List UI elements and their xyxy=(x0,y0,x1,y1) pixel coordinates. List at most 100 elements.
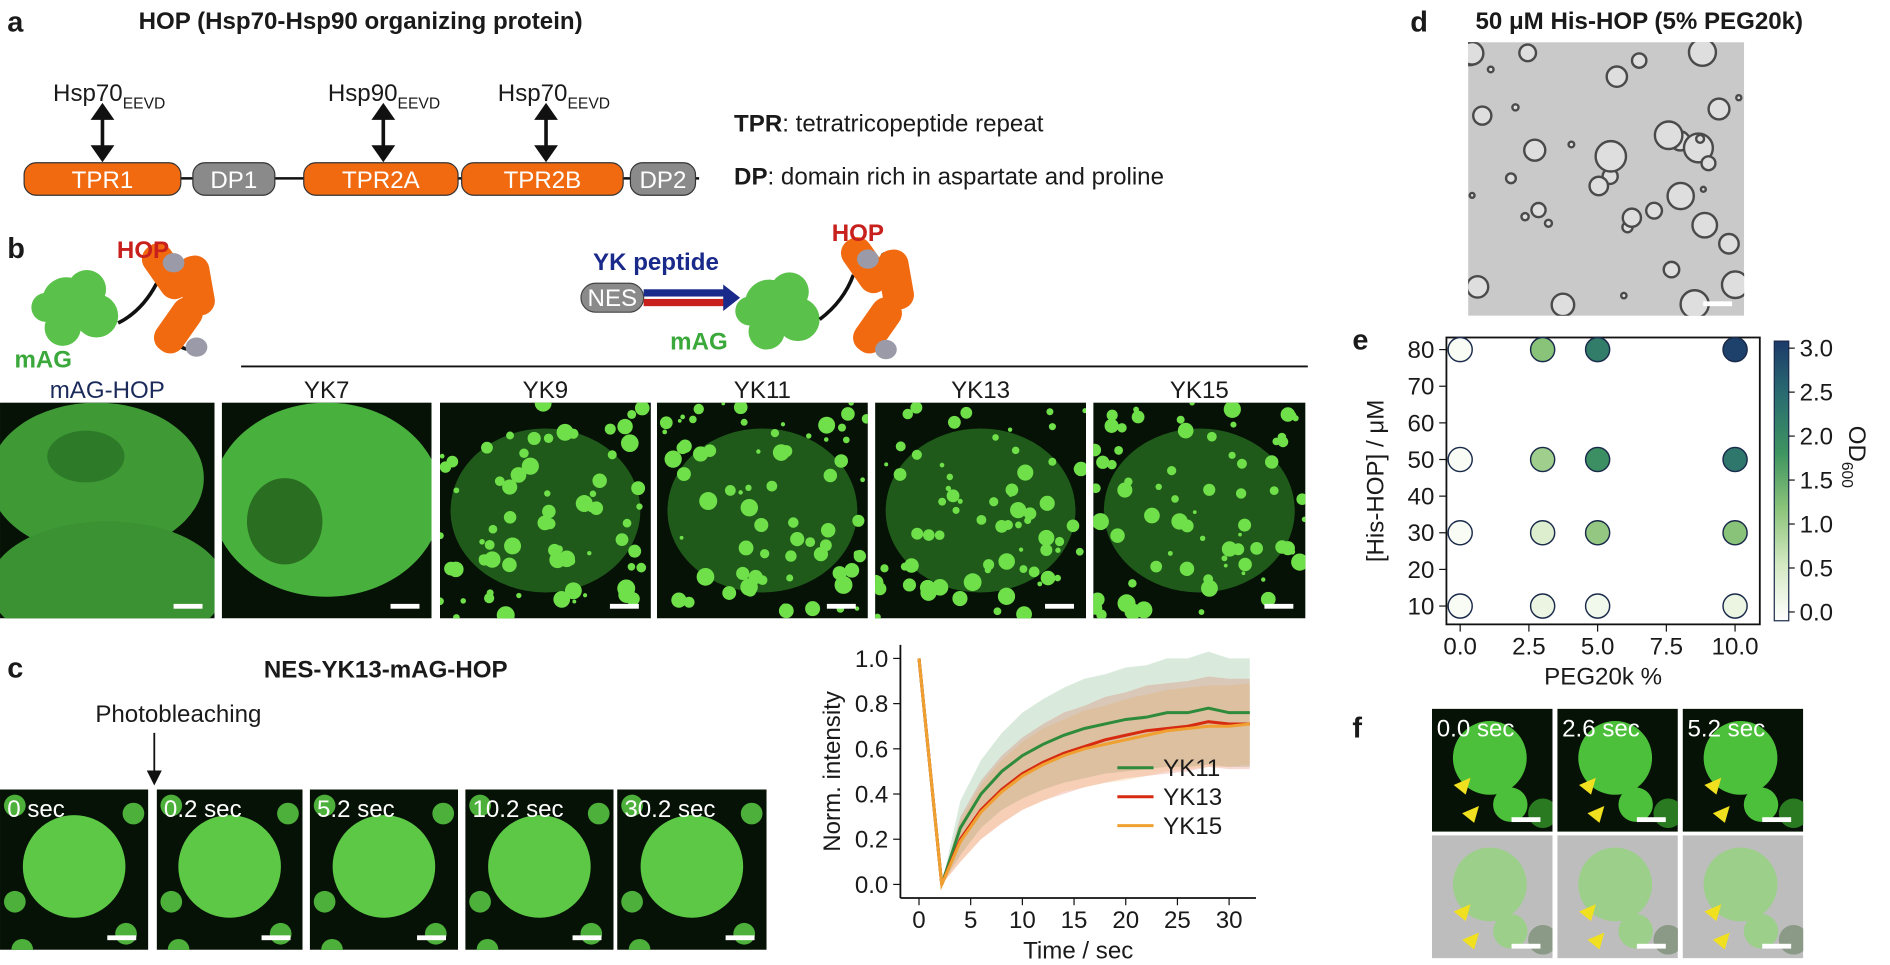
binder-label: Hsp70EEVD xyxy=(498,80,610,112)
panel-title: HOP (Hsp70-Hsp90 organizing protein) xyxy=(139,8,583,35)
droplet xyxy=(740,498,759,517)
droplet xyxy=(1106,409,1118,421)
error-band xyxy=(919,658,1250,885)
droplet xyxy=(1653,798,1678,828)
scale-bar xyxy=(1636,943,1666,949)
panel-label: mAG-HOP xyxy=(50,377,165,404)
droplet xyxy=(592,473,607,489)
droplet xyxy=(496,606,515,619)
panel-letter: c xyxy=(7,652,23,684)
droplet xyxy=(621,794,643,817)
droplet xyxy=(703,444,717,457)
droplet xyxy=(1743,913,1779,949)
y-tick-label: 0.8 xyxy=(855,691,888,718)
frame-label: 30.2 sec xyxy=(624,796,715,823)
droplet xyxy=(724,484,736,496)
droplet xyxy=(1703,847,1778,922)
point xyxy=(1584,593,1611,619)
droplet xyxy=(1289,548,1296,555)
droplet xyxy=(1144,507,1160,524)
droplet xyxy=(1707,97,1731,121)
droplet xyxy=(900,562,909,571)
droplet xyxy=(580,922,603,945)
droplet xyxy=(1518,43,1538,63)
droplet xyxy=(823,437,829,442)
micrograph xyxy=(1468,42,1745,316)
y-tick-label: 1.0 xyxy=(855,646,888,673)
droplet xyxy=(1223,563,1228,568)
y-tick-label: 20 xyxy=(1408,557,1435,584)
droplet xyxy=(1528,925,1553,955)
droplet xyxy=(1131,410,1145,424)
droplet xyxy=(1048,423,1056,431)
scale-bar xyxy=(1511,817,1541,823)
x-tick-label: 7.5 xyxy=(1650,634,1684,661)
droplet xyxy=(543,433,554,444)
droplet xyxy=(452,614,460,619)
droplet xyxy=(963,573,982,592)
droplet xyxy=(947,415,961,429)
label-mag: mAG xyxy=(670,329,728,356)
droplet xyxy=(1010,502,1027,519)
x-tick-label: 5.0 xyxy=(1581,634,1615,661)
droplet xyxy=(1048,457,1057,466)
droplet xyxy=(1653,120,1684,151)
droplet xyxy=(1038,529,1055,546)
droplet xyxy=(22,815,126,918)
domain xyxy=(629,162,697,196)
legend-entry: DP: domain rich in aspartate and proline xyxy=(734,163,1164,190)
droplet xyxy=(484,539,495,550)
x-tick-label: 15 xyxy=(1061,907,1088,934)
droplet xyxy=(1028,566,1040,578)
droplet xyxy=(659,416,673,430)
point xyxy=(1722,446,1748,473)
droplet xyxy=(1687,42,1718,68)
droplet xyxy=(1236,458,1247,469)
droplet xyxy=(1179,561,1195,577)
y-tick-label: 0.4 xyxy=(855,781,888,808)
droplet xyxy=(939,462,945,468)
droplet xyxy=(733,402,748,415)
binder-name: Hsp70 xyxy=(498,80,568,107)
colorbar-tick-label: 2.5 xyxy=(1800,380,1834,407)
micrograph xyxy=(1557,835,1678,959)
panel-letter: f xyxy=(1352,713,1362,745)
domain xyxy=(23,162,182,196)
arrowhead xyxy=(1704,777,1730,823)
droplet xyxy=(1588,175,1610,197)
droplet xyxy=(628,544,642,558)
colorbar-tick-label: 1.5 xyxy=(1800,467,1834,494)
droplet xyxy=(534,402,552,412)
droplet xyxy=(1778,798,1804,828)
scale-bar xyxy=(173,603,203,609)
droplet xyxy=(837,423,847,432)
droplet xyxy=(805,601,821,617)
point xyxy=(1529,336,1556,363)
droplet xyxy=(622,518,632,528)
domain xyxy=(303,162,459,196)
droplet xyxy=(1117,423,1127,433)
droplet xyxy=(636,562,647,573)
x-tick-label: 10.0 xyxy=(1712,634,1759,661)
droplet xyxy=(582,593,588,598)
droplet xyxy=(502,557,517,573)
droplet xyxy=(1550,292,1576,316)
droplet xyxy=(744,584,757,597)
arrowhead xyxy=(1453,904,1479,950)
schematic-left xyxy=(31,243,215,357)
droplet xyxy=(1114,445,1124,455)
droplet xyxy=(780,422,786,427)
droplet xyxy=(1235,488,1247,499)
droplet xyxy=(178,815,281,918)
droplet xyxy=(786,574,794,582)
point xyxy=(1722,519,1748,546)
schematic-right xyxy=(580,237,914,360)
droplet xyxy=(740,802,763,825)
droplet xyxy=(544,490,551,497)
droplet xyxy=(553,590,571,608)
droplet xyxy=(1250,542,1264,555)
plot-frame xyxy=(1445,336,1761,626)
domain-label: DP1 xyxy=(210,167,257,194)
droplet xyxy=(1594,139,1628,173)
droplet xyxy=(558,550,576,568)
